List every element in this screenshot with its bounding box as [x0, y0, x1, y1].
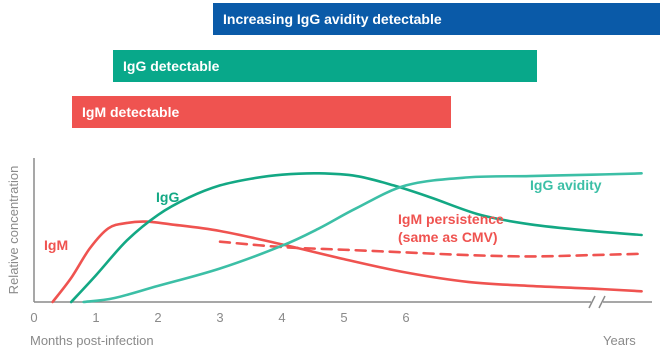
x-tick-label: 1	[92, 310, 99, 325]
x-tick-label: 5	[340, 310, 347, 325]
x-tick-label: 0	[30, 310, 37, 325]
x-tick-label: 2	[154, 310, 161, 325]
x-tick-label: 3	[216, 310, 223, 325]
series-line-igm	[51, 220, 643, 304]
series-line-igm-persistence-same-as-cmv	[218, 240, 643, 258]
igm-persistence-label-line2: (same as CMV)	[398, 229, 498, 245]
bar-avidity-label: Increasing IgG avidity detectable	[223, 11, 442, 27]
axis-break-mark	[598, 295, 606, 309]
x-axis-label: Months post-infection	[30, 333, 154, 348]
bar-igm-label: IgM detectable	[82, 104, 180, 120]
x-tick-label: 6	[402, 310, 409, 325]
igm-label: IgM	[44, 237, 68, 253]
axes	[33, 158, 652, 309]
series-lines	[51, 172, 643, 304]
igm-persistence-label-line1: IgM persistence	[398, 211, 504, 227]
y-axis-label: Relative concentration	[6, 166, 21, 295]
igg-label: IgG	[156, 189, 179, 205]
x-tick-labels: 0 1 2 3 4 5 6	[30, 310, 409, 325]
bar-igg: IgG detectable	[113, 50, 537, 82]
x-axis-end-label: Years	[603, 333, 636, 348]
bar-igm: IgM detectable	[72, 96, 451, 128]
series-line-igg	[69, 172, 643, 304]
bar-igg-label: IgG detectable	[123, 58, 220, 74]
x-tick-label: 4	[278, 310, 285, 325]
series-line-igg-avidity	[82, 172, 643, 304]
axis-break-mark	[588, 295, 596, 309]
igg-avidity-label: IgG avidity	[530, 177, 602, 193]
bar-avidity: Increasing IgG avidity detectable	[213, 3, 660, 35]
